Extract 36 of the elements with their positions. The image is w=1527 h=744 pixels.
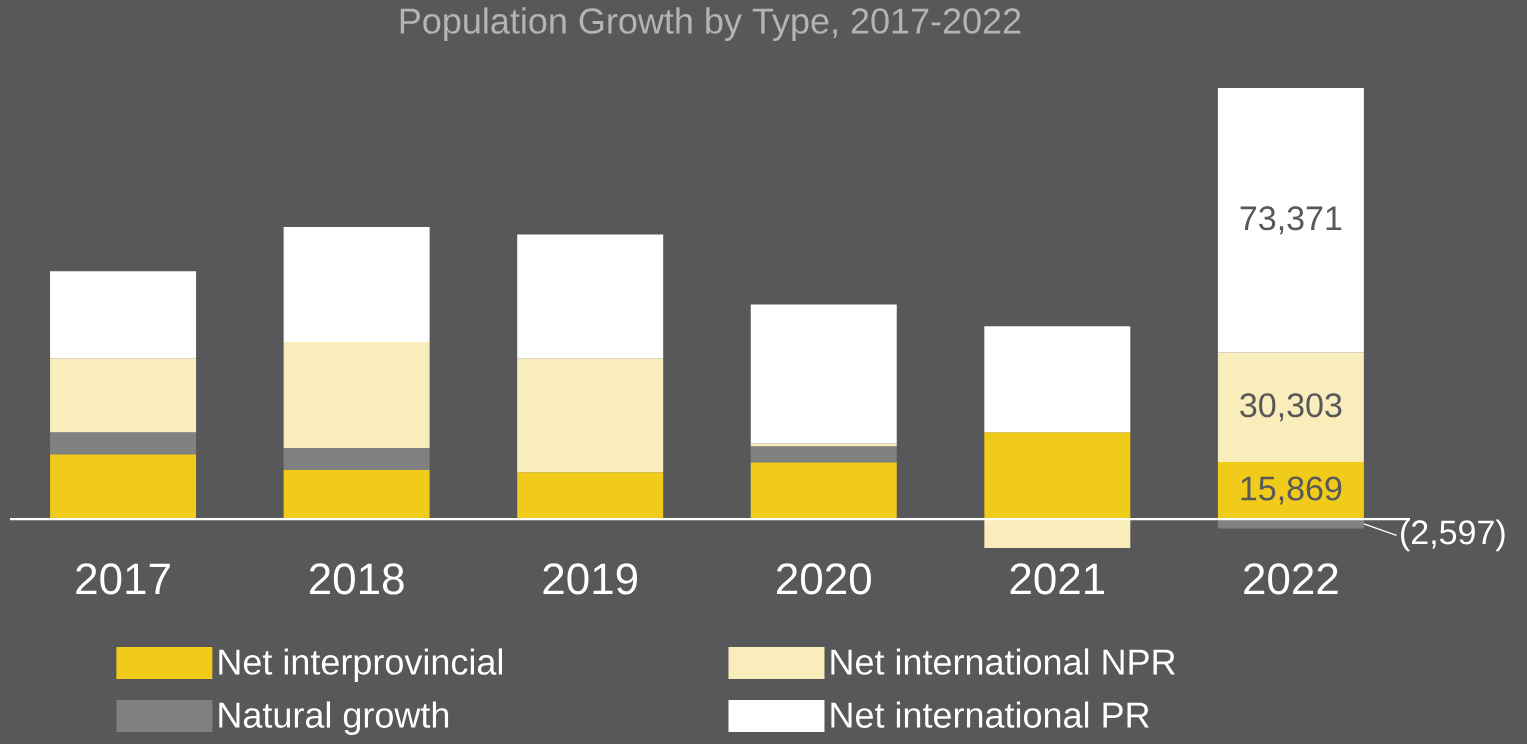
- x-tick-label: 2021: [1010, 563, 1105, 595]
- data-label: 73,371: [1240, 206, 1342, 235]
- bar: [984, 519, 1131, 548]
- bar: [750, 446, 897, 463]
- bar: [1217, 88, 1364, 353]
- legend-label: Net international PR: [831, 701, 1149, 728]
- legend-label: Net international NPR: [831, 648, 1175, 675]
- data-label: (2,597): [1401, 519, 1505, 552]
- x-tick-label: 2019: [543, 563, 638, 595]
- bar: [750, 304, 897, 444]
- bar: [283, 342, 430, 449]
- bar: [984, 432, 1131, 520]
- bar: [517, 472, 664, 520]
- bar: [50, 271, 197, 359]
- bar: [283, 227, 430, 343]
- x-tick-label: 2017: [76, 563, 170, 595]
- data-label: 15,869: [1241, 476, 1342, 505]
- bar: [50, 358, 197, 433]
- x-tick-label: 2018: [309, 563, 404, 595]
- legend-label: Net interprovincial: [219, 648, 502, 682]
- data-label: 30,303: [1240, 393, 1342, 422]
- x-tick-label: 2020: [777, 563, 871, 595]
- bar: [283, 448, 430, 471]
- bar: [750, 462, 897, 520]
- bar: [517, 234, 664, 359]
- bar: [750, 443, 897, 447]
- bar: [984, 326, 1131, 433]
- bar: [50, 454, 197, 520]
- bar: [283, 470, 430, 520]
- chart-title: Population Growth by Type, 2017-2022: [400, 7, 1021, 41]
- x-tick-label: 2022: [1244, 563, 1338, 595]
- legend-label: Natural growth: [219, 701, 449, 736]
- bar: [1217, 352, 1364, 462]
- bar: [50, 432, 197, 455]
- bar: [1217, 519, 1364, 529]
- bar: [517, 358, 664, 473]
